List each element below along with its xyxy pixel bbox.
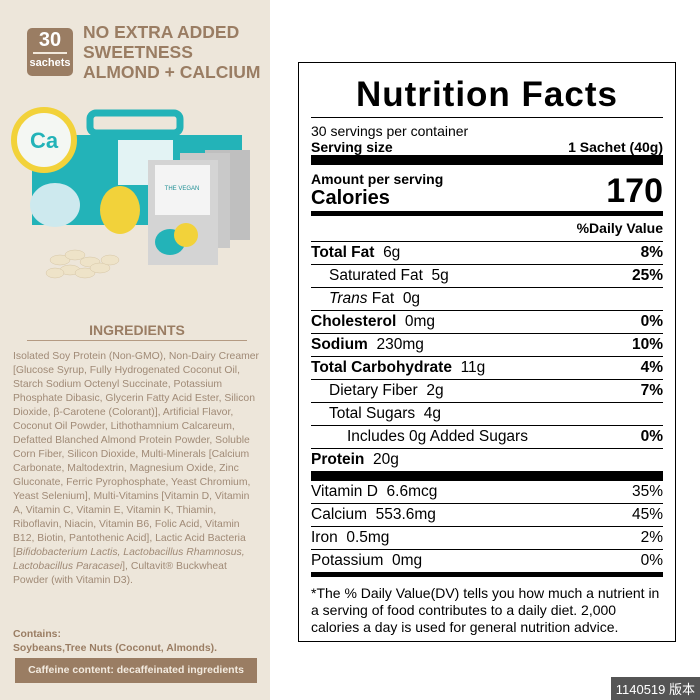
vitamin-row: Iron 0.5mg 2% <box>311 527 663 550</box>
label-text: 0.5mg <box>346 529 390 546</box>
label-text: 230mg <box>376 336 424 353</box>
label-text: 0mg <box>404 313 436 330</box>
ingredients-part: ], Cultavit® Buckwheat Powder (with Vita… <box>13 561 227 586</box>
label-text: 25% <box>631 267 663 284</box>
nutrition-facts-label: Nutrition Facts 30 servings per containe… <box>298 62 676 642</box>
label-text: Protein <box>311 451 365 468</box>
serving-size-row: Serving size 1 Sachet (40g) <box>311 139 663 165</box>
calories-label: Calories <box>311 187 390 209</box>
vitamin-row: Vitamin D 6.6mcg 35% <box>311 481 663 504</box>
nutrient-row: Total Fat 6g 8% <box>311 242 663 265</box>
unit: sachets <box>29 57 71 69</box>
caffeine-banner: Caffeine content: decaffeinated ingredie… <box>15 658 257 683</box>
nutrient-row: Includes 0g Added Sugars 0% <box>311 426 663 449</box>
dv-header: %Daily Value <box>311 216 663 242</box>
label-text: Potassium <box>311 552 384 569</box>
ingredients-bacteria: Bifidobacterium Lactis, Lactobacillus Rh… <box>13 547 245 572</box>
nutrient-row: Trans Fat 0g <box>311 288 663 311</box>
headline-line: NO EXTRA ADDED <box>83 22 240 42</box>
nutrient-row: Dietary Fiber 2g 7% <box>311 380 663 403</box>
nutrient-row: Sodium 230mg 10% <box>311 334 663 357</box>
ingredients-part: Isolated Soy Protein (Non-GMO), Non-Dair… <box>13 351 259 558</box>
label-text: 2g <box>426 382 444 399</box>
label-text: 553.6mg <box>375 506 436 523</box>
label-text: 5g <box>431 267 449 284</box>
brand-text: THE VEGAN <box>165 186 200 192</box>
calories-value: 170 <box>606 172 663 210</box>
calories-row: Amount per serving Calories 170 <box>311 165 663 216</box>
label-text: 8% <box>640 244 663 261</box>
headline-line: ALMOND + CALCIUM <box>83 62 261 82</box>
nutrient-row: Protein 20g <box>311 449 663 481</box>
almonds-icon <box>45 249 120 279</box>
serving-size-value: 1 Sachet (40g) <box>568 139 663 155</box>
label-text: Total Fat <box>311 244 375 261</box>
nutrient-row: Total Carbohydrate 11g 4% <box>311 357 663 380</box>
vitamin-row: Potassium 0mg 0% <box>311 550 663 577</box>
label-text: 35% <box>631 483 663 500</box>
label-title: Nutrition Facts <box>311 73 663 118</box>
version-watermark: 1140519 版本 <box>610 677 700 700</box>
label-text: Calcium <box>311 506 367 523</box>
nutrient-row: Saturated Fat 5g 25% <box>311 265 663 288</box>
serving-size-label: Serving size <box>311 139 393 155</box>
label-text: 6g <box>383 244 401 261</box>
product-panel: 30 sachets NO EXTRA ADDED SWEETNESS ALMO… <box>0 0 270 700</box>
label-text: 7% <box>640 382 663 399</box>
calcium-seal-icon <box>11 107 77 173</box>
label-text: Iron <box>311 529 338 546</box>
sachet-count-badge: 30 sachets <box>27 28 73 76</box>
label-text: 0% <box>640 313 663 330</box>
headline: NO EXTRA ADDED SWEETNESS ALMOND + CALCIU… <box>83 22 260 82</box>
label-text: 0g <box>402 290 421 307</box>
count: 30 <box>33 28 67 54</box>
label-text: Fat <box>367 290 395 307</box>
label-text: Trans <box>329 290 368 307</box>
label-text: Sodium <box>311 336 368 353</box>
label-text: 10% <box>631 336 663 353</box>
contains-label: Contains: <box>13 629 61 640</box>
seal-text: Ca <box>30 128 59 153</box>
nutrient-row: Cholesterol 0mg 0% <box>311 311 663 334</box>
ingredients-title: INGREDIENTS <box>27 322 247 341</box>
label-text: 20g <box>373 451 399 468</box>
label-text: 0% <box>640 428 663 445</box>
label-text: 0mg <box>392 552 423 569</box>
label-text: Saturated Fat <box>329 267 423 284</box>
servings-per-container: 30 servings per container <box>311 123 469 139</box>
footnote: *The % Daily Value(DV) tells you how muc… <box>311 585 660 635</box>
label-text: 11g <box>460 359 486 376</box>
vitamin-row: Calcium 553.6mg 45% <box>311 504 663 527</box>
label-text: 4% <box>640 359 663 376</box>
label-text: 2% <box>640 529 663 546</box>
label-text: Cholesterol <box>311 313 397 330</box>
label-text: 4g <box>423 405 442 422</box>
nutrient-row: Total Sugars 4g <box>311 403 663 426</box>
label-text: Total Sugars <box>329 405 416 422</box>
amount-per-serving: Amount per serving <box>311 171 444 187</box>
contains-value: Soybeans,Tree Nuts (Coconut, Almonds). <box>13 643 217 654</box>
allergens: Contains: Soybeans,Tree Nuts (Coconut, A… <box>13 628 217 656</box>
label-text: 6.6mcg <box>386 483 438 500</box>
label-text: 0% <box>640 552 663 569</box>
label-text: Dietary Fiber <box>329 382 418 399</box>
label-text: 45% <box>631 506 663 523</box>
ingredients-text: Isolated Soy Protein (Non-GMO), Non-Dair… <box>13 350 259 588</box>
label-text: Vitamin D <box>311 483 378 500</box>
headline-line: SWEETNESS <box>83 42 193 62</box>
label-text: Total Carbohydrate <box>311 359 452 376</box>
product-image: THE VEGAN Ca <box>11 107 250 279</box>
label-text: Includes 0g Added Sugars <box>347 428 528 445</box>
